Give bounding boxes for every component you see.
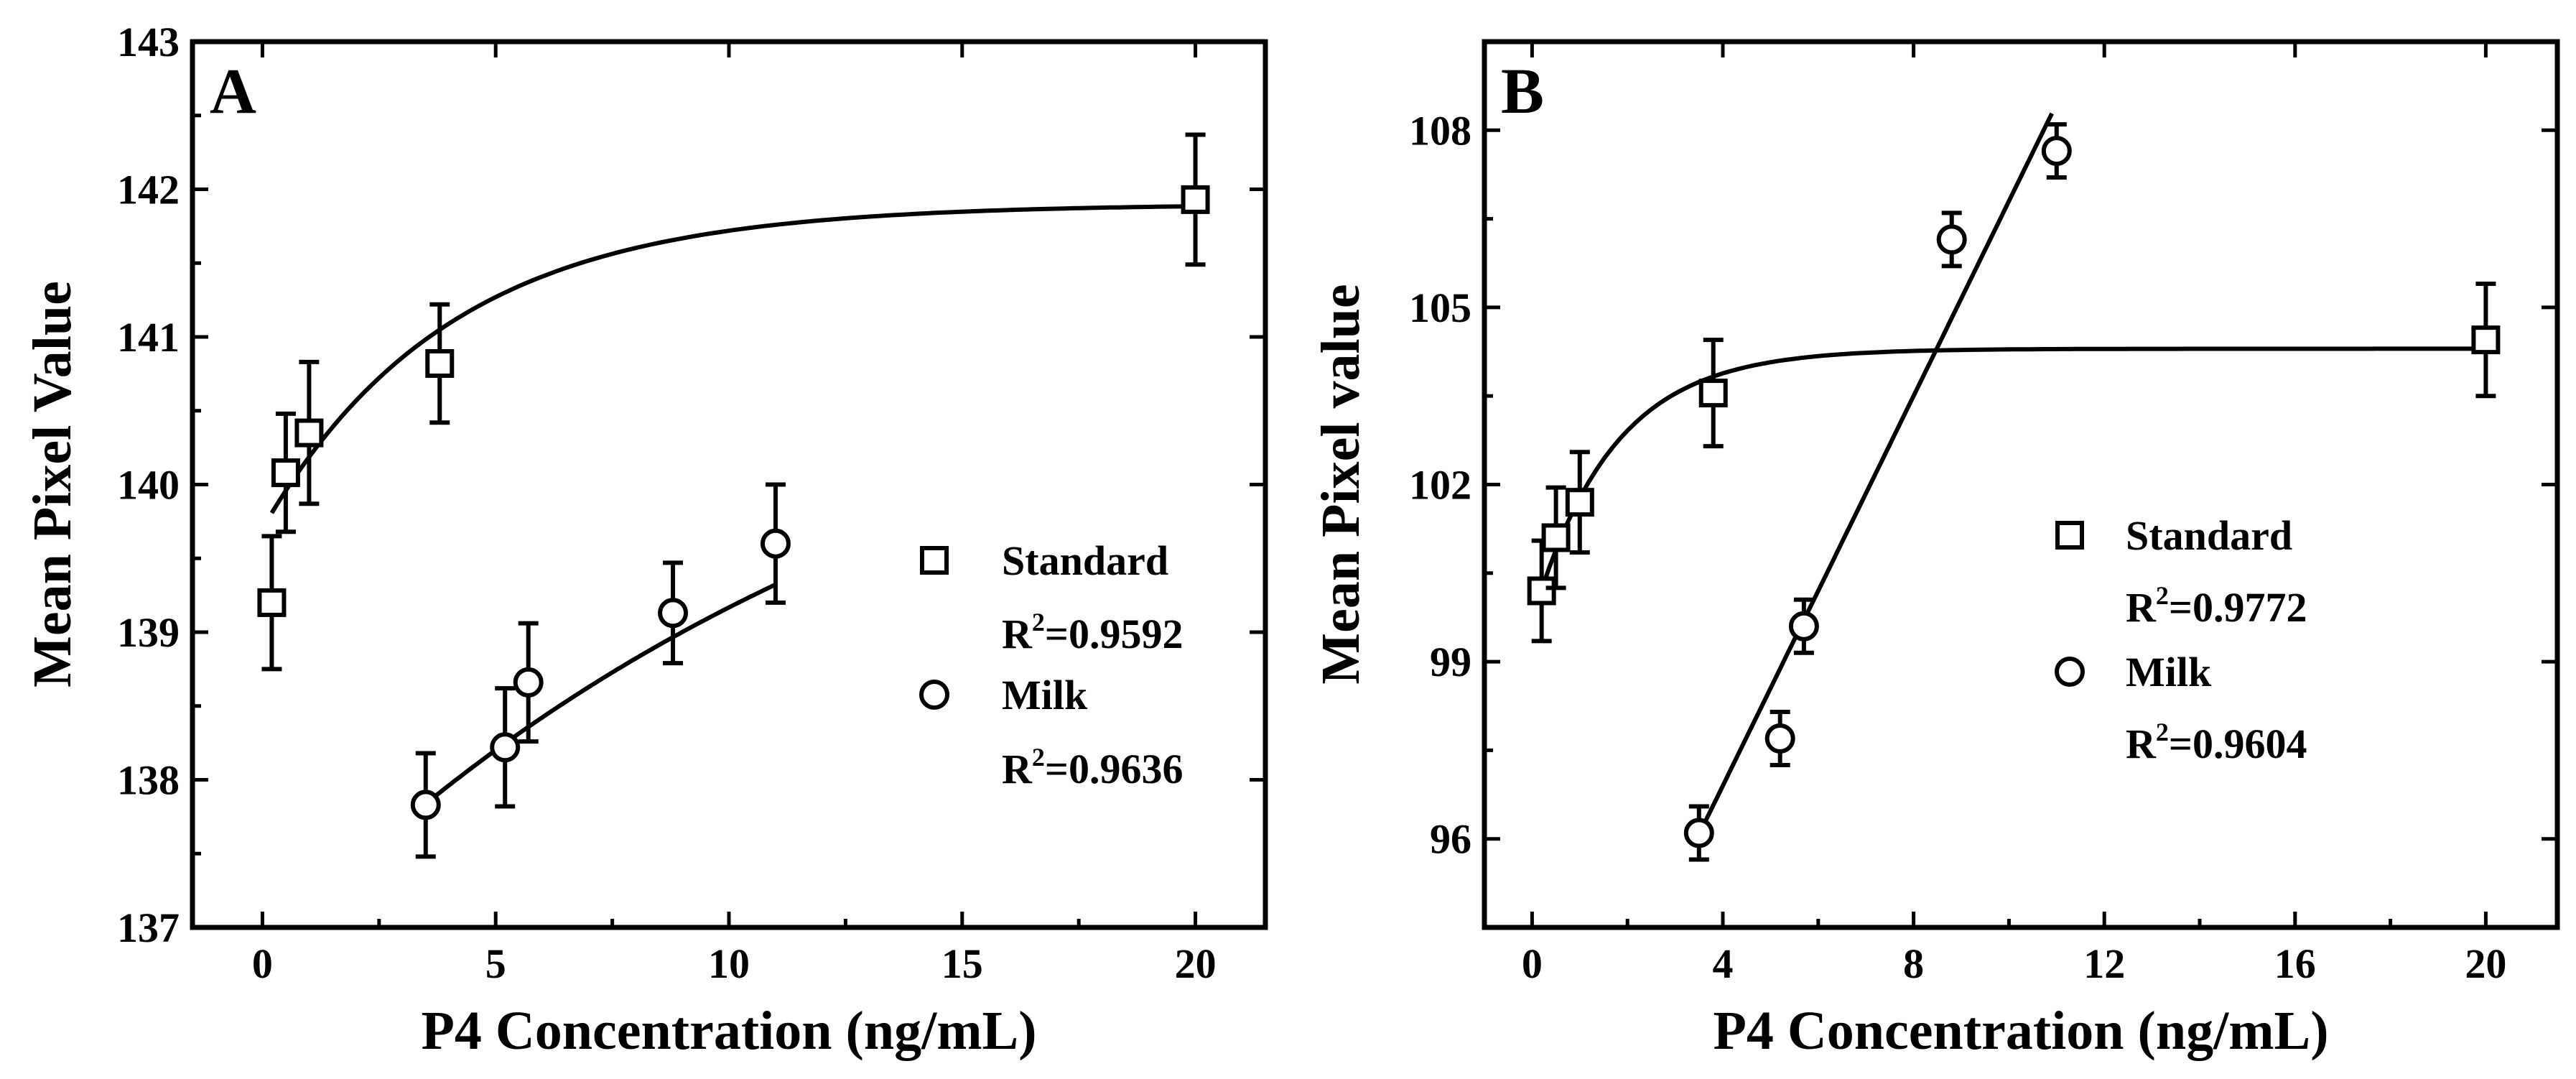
- panel-b-legend-milk-marker: [2055, 657, 2085, 687]
- x-tick-label: 4: [1713, 940, 1734, 987]
- fit-curve-standard: [1539, 346, 2486, 591]
- panel-b-standard-r2-value: =0.9772: [2169, 584, 2307, 631]
- y-tick-label: 108: [1409, 107, 1471, 154]
- panel-b-milk-r2-sup: 2: [2156, 718, 2169, 746]
- y-tick-label: 138: [117, 757, 180, 804]
- data-point-milk: [490, 732, 521, 763]
- x-tick-label: 20: [2465, 940, 2506, 987]
- data-point-standard: [257, 588, 287, 617]
- panel-a-fit-curves: [269, 204, 1196, 806]
- y-tick-label: 102: [1409, 462, 1471, 509]
- y-tick-label: 140: [117, 462, 180, 509]
- data-point-milk: [1788, 611, 1819, 642]
- panel-a-legend: Standard R2=0.9592 Milk R2=0.9636: [919, 537, 1183, 792]
- data-point-standard: [1565, 488, 1594, 517]
- data-point-standard: [425, 348, 455, 378]
- data-point-standard: [1181, 185, 1210, 214]
- data-point-standard: [1698, 379, 1728, 408]
- data-point-milk: [513, 667, 544, 698]
- y-tick-label: 143: [117, 19, 180, 65]
- x-tick-label: 0: [252, 940, 273, 987]
- x-tick-label: 15: [941, 940, 983, 987]
- panel-a-standard-r2-letter: R: [1002, 611, 1033, 657]
- data-point-milk: [1936, 224, 1967, 255]
- panel-b-ticks: 0 4 8 12 16 20 96 99 102 105 108: [1409, 42, 2557, 987]
- fit-curve-standard: [269, 204, 1196, 514]
- panel-a-data-points: [257, 132, 1210, 859]
- data-point-standard: [1527, 576, 1556, 606]
- panel-b-milk-r2-value: =0.9604: [2169, 721, 2307, 767]
- panel-a-ticks: 0 5 10 15 20 137 138 139 140 141 142 143: [117, 19, 1265, 987]
- x-tick-label: 16: [2274, 940, 2316, 987]
- panel-b-standard-r2-sup: 2: [2156, 581, 2169, 610]
- fit-curve-milk: [424, 582, 777, 806]
- panel-a-chart: 0 5 10 15 20 137 138 139 140 141 142 143 A P4 Conce…: [22, 19, 1268, 1061]
- panel-b-legend-standard-marker: [2055, 521, 2084, 550]
- data-point-standard: [271, 458, 300, 488]
- y-tick-label: 137: [117, 904, 180, 951]
- panel-b-standard-r2-letter: R: [2126, 584, 2157, 631]
- data-point-standard: [2471, 325, 2501, 355]
- panel-a-milk-r2-letter: R: [1002, 746, 1033, 792]
- panel-a-y-axis-title: Mean Pixel Value: [22, 281, 83, 687]
- panel-b-fit-curves: [1539, 112, 2486, 835]
- data-point-milk: [1683, 818, 1714, 848]
- panel-b-milk-r2-letter: R: [2126, 721, 2157, 767]
- panel-a-milk-r2-value: =0.9636: [1045, 746, 1184, 792]
- y-tick-label: 99: [1430, 639, 1471, 685]
- panel-b-chart: 0 4 8 12 16 20 96 99 102 105 108 B P4 Concentratio…: [1311, 39, 2560, 1061]
- x-tick-label: 8: [1903, 940, 1924, 987]
- panel-a-legend-standard-label: Standard: [1002, 537, 1168, 584]
- panel-b-legend: Standard R2=0.9772 Milk R2=0.9604: [2055, 512, 2307, 767]
- panel-a-standard-r2-sup: 2: [1032, 608, 1045, 636]
- data-point-milk: [2041, 136, 2072, 167]
- data-point-milk: [410, 789, 441, 820]
- x-tick-label: 12: [2083, 940, 2125, 987]
- y-tick-label: 96: [1430, 816, 1471, 863]
- data-point-milk: [760, 528, 791, 559]
- panel-a-plot-frame: [190, 39, 1268, 930]
- panel-b-legend-standard-label: Standard: [2126, 512, 2292, 559]
- panel-a-legend-standard-r2: R2=0.9592: [1002, 608, 1183, 657]
- panel-b-legend-standard-r2: R2=0.9772: [2126, 581, 2307, 631]
- data-point-milk: [658, 598, 689, 629]
- data-point-standard: [1541, 523, 1571, 552]
- y-tick-label: 142: [117, 167, 180, 213]
- panel-a-legend-milk-r2: R2=0.9636: [1002, 743, 1183, 792]
- x-tick-label: 0: [1522, 940, 1543, 987]
- panel-b-legend-milk-r2: R2=0.9604: [2126, 718, 2307, 767]
- y-tick-label: 141: [117, 314, 180, 361]
- x-tick-label: 20: [1175, 940, 1217, 987]
- data-point-standard: [294, 418, 324, 448]
- panel-a-standard-r2-value: =0.9592: [1045, 611, 1184, 657]
- y-tick-label: 139: [117, 609, 180, 656]
- data-point-milk: [1764, 723, 1795, 754]
- x-tick-label: 10: [708, 940, 750, 987]
- panel-b-y-axis-title: Mean Pixel value: [1311, 284, 1371, 684]
- panel-a-label: A: [210, 56, 256, 127]
- fit-curve-milk: [1697, 112, 2054, 835]
- x-tick-label: 5: [485, 940, 506, 987]
- panel-a-legend-milk-marker: [919, 680, 949, 710]
- panel-a-milk-r2-sup: 2: [1032, 743, 1045, 772]
- y-tick-label: 105: [1409, 284, 1471, 331]
- panel-b-label: B: [1501, 56, 1544, 127]
- panel-a-x-axis-title: P4 Concentration (ng/mL): [421, 1001, 1036, 1061]
- panel-b-data-points: [1527, 122, 2501, 862]
- panel-b-legend-milk-label: Milk: [2126, 649, 2212, 695]
- panel-a-legend-milk-label: Milk: [1002, 672, 1088, 718]
- panel-a-legend-standard-marker: [920, 546, 949, 575]
- panel-b-x-axis-title: P4 Concentration (ng/mL): [1713, 1001, 2328, 1061]
